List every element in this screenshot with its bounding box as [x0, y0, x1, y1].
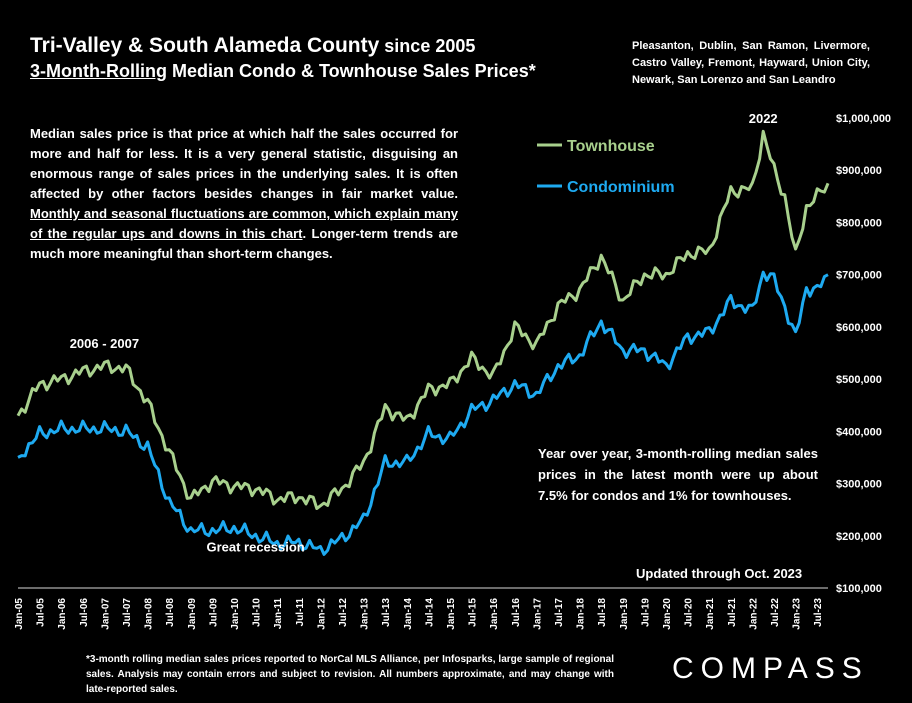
x-tick-label: Jul-06: [79, 598, 90, 627]
chart-title-line1: Tri-Valley & South Alameda County since …: [30, 34, 475, 58]
description-part3: . Longer-term trends are much more meani…: [30, 226, 458, 261]
x-tick-label: Jul-07: [122, 598, 133, 627]
x-tick-label: Jan-18: [576, 598, 587, 630]
y-tick-label: $600,000: [836, 322, 882, 334]
y-tick-label: $900,000: [836, 165, 882, 177]
x-tick-label: Jul-10: [252, 598, 263, 627]
x-tick-label: Jan-20: [662, 598, 673, 630]
description-text: Median sales price is that price at whic…: [30, 124, 458, 264]
description-part1: Median sales price is that price at whic…: [30, 126, 458, 201]
series-line-townhouse: [16, 129, 830, 510]
x-tick-label: Jul-23: [813, 598, 824, 627]
x-tick-label: Jan-09: [187, 598, 198, 630]
x-tick-label: Jan-10: [230, 598, 241, 630]
x-tick-label: Jan-13: [360, 598, 371, 630]
x-tick-label: Jan-17: [532, 598, 543, 630]
x-tick-label: Jul-18: [597, 598, 608, 627]
x-tick-label: Jan-07: [100, 598, 111, 630]
updated-note: Updated through Oct. 2023: [636, 566, 803, 581]
x-tick-label: Jul-16: [511, 598, 522, 627]
footnote: *3-month rolling median sales prices rep…: [86, 654, 614, 695]
x-tick-label: Jul-13: [381, 598, 392, 627]
annotation-label: Great recession: [206, 539, 304, 554]
annotation-label: 2006 - 2007: [70, 336, 139, 351]
x-tick-label: Jan-19: [619, 598, 630, 630]
series-line-condominium: [17, 270, 829, 556]
y-tick-label: $200,000: [836, 531, 882, 543]
x-tick-label: Jan-23: [792, 598, 803, 630]
title-suffix: since 2005: [379, 36, 476, 56]
x-tick-label: Jul-09: [208, 598, 219, 627]
x-tick-label: Jul-21: [727, 598, 738, 627]
x-tick-label: Jul-05: [36, 598, 47, 627]
yoy-note: Year over year, 3-month-rolling median s…: [538, 446, 818, 503]
y-tick-label: $800,000: [836, 217, 882, 229]
title-main: Tri-Valley & South Alameda County: [30, 34, 380, 57]
x-tick-label: Jul-11: [295, 598, 306, 627]
x-tick-label: Jul-22: [770, 598, 781, 627]
x-tick-label: Jul-17: [554, 598, 565, 627]
y-tick-label: $700,000: [836, 270, 882, 282]
y-tick-label: $500,000: [836, 374, 882, 386]
region-list: Pleasanton, Dublin, San Ramon, Livermore…: [632, 40, 870, 86]
x-tick-label: Jul-14: [424, 598, 435, 627]
compass-logo: COMPASS: [672, 652, 869, 685]
legend-label-condominium: Condominium: [567, 179, 675, 196]
x-tick-label: Jan-08: [144, 598, 155, 630]
y-tick-label: $100,000: [836, 583, 882, 595]
description-part2: Monthly and seasonal fluctuations are co…: [30, 206, 458, 241]
x-tick-label: Jan-12: [316, 598, 327, 630]
x-tick-label: Jul-12: [338, 598, 349, 627]
x-tick-label: Jul-19: [640, 598, 651, 627]
x-tick-label: Jul-20: [684, 598, 695, 627]
title-rest: Median Condo & Townhouse Sales Prices*: [166, 61, 536, 81]
chart-title-line2: 3-Month-Rolling Median Condo & Townhouse…: [30, 61, 536, 82]
x-tick-label: Jul-15: [468, 598, 479, 627]
x-tick-label: Jan-11: [273, 598, 284, 630]
x-tick-label: Jan-22: [748, 598, 759, 630]
annotation-label: 2022: [749, 111, 778, 126]
x-tick-label: Jan-15: [446, 598, 457, 630]
x-tick-label: Jan-05: [14, 598, 25, 630]
y-tick-label: $1,000,000: [836, 113, 891, 125]
x-tick-label: Jul-08: [165, 598, 176, 627]
x-tick-label: Jan-14: [403, 598, 414, 630]
legend-label-townhouse: Townhouse: [567, 138, 655, 155]
y-tick-label: $300,000: [836, 479, 882, 491]
x-tick-label: Jan-06: [57, 598, 68, 630]
x-tick-label: Jan-21: [705, 598, 716, 630]
title-rolling: 3-Month-Rolling: [30, 61, 167, 81]
x-tick-label: Jan-16: [489, 598, 500, 630]
y-tick-label: $400,000: [836, 426, 882, 438]
